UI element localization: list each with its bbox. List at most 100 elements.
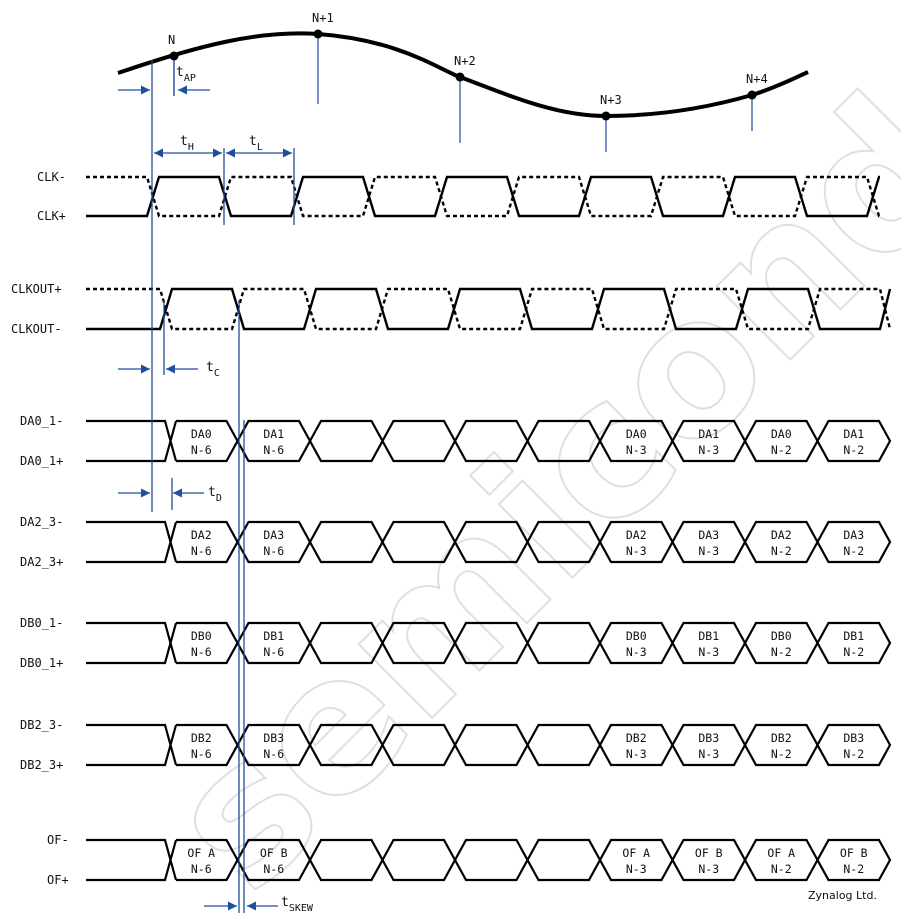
sample-point xyxy=(601,111,611,121)
tskew-label: tSKEW xyxy=(281,895,314,913)
bus-cell-sample: N-2 xyxy=(771,443,792,457)
bus-cell-name: DB1 xyxy=(263,629,284,643)
bus-cell-sample: N-3 xyxy=(626,645,647,659)
bus-cell-name: DA2 xyxy=(626,528,647,542)
bus-cell-sample: N-3 xyxy=(698,544,719,558)
bus-cell-outline xyxy=(381,419,457,463)
of-bottom-label: OF+ xyxy=(47,873,69,887)
tc-label: tC xyxy=(206,360,220,379)
bus-entry-edge xyxy=(86,420,178,463)
bus-cell-outline xyxy=(816,621,892,665)
bus-cell-outline xyxy=(526,723,602,767)
bus-cell-sample: N-3 xyxy=(698,443,719,457)
td-label: tD xyxy=(208,485,222,504)
bus-cell-name: OF B xyxy=(840,846,868,860)
sample-point xyxy=(455,72,465,82)
th-label: tH xyxy=(180,134,194,153)
bus-cell-name: DA1 xyxy=(698,427,719,441)
bus-cell-sample: N-2 xyxy=(843,645,864,659)
bus-cell-name: DB3 xyxy=(698,731,719,745)
clock-clkout: CLKOUT+ CLKOUT- xyxy=(11,282,892,336)
bus-cell-sample: N-6 xyxy=(263,544,284,558)
bus-cell-sample: N-3 xyxy=(626,747,647,761)
sample-label: N+1 xyxy=(312,11,334,25)
bus-cell-sample: N-6 xyxy=(191,645,212,659)
bus-da2_3: DA2_3- DA2_3+ DA2 N-6 DA3 N-6 DA2 N-3 DA3 N-3 DA2 N… xyxy=(20,515,892,569)
bus-cell-name: DB2 xyxy=(626,731,647,745)
db2_3-bottom-label: DB2_3+ xyxy=(20,758,63,772)
bus-entry-edge xyxy=(86,724,178,767)
bus-cell-outline xyxy=(381,838,457,882)
sample-label: N+4 xyxy=(746,72,768,86)
analog-input-waveform: N N+1 N+2 N+3 N+4 xyxy=(117,11,809,152)
bus-cell-sample: N-6 xyxy=(191,544,212,558)
of-top-label: OF- xyxy=(47,833,69,847)
sample-label: N+3 xyxy=(600,93,622,107)
bus-cell-name: OF A xyxy=(767,846,795,860)
bus-cell-sample: N-3 xyxy=(698,862,719,876)
bus-cell-name: DB1 xyxy=(843,629,864,643)
bus-cell-outline xyxy=(526,838,602,882)
bus-cell-sample: N-2 xyxy=(771,645,792,659)
bus-cell-sample: N-3 xyxy=(698,645,719,659)
da0_1-bottom-label: DA0_1+ xyxy=(20,454,63,468)
bus-entry-edge xyxy=(86,521,178,564)
bus-cell-name: DA0 xyxy=(626,427,647,441)
analog-curve xyxy=(117,31,809,119)
bus-cell-sample: N-6 xyxy=(263,645,284,659)
timing-annotations: tAP tH tL tC tD tSKEW xyxy=(118,60,314,913)
bus-entry-edge xyxy=(86,723,178,766)
bus-cell-name: DB3 xyxy=(263,731,284,745)
clkout-minus-label: CLKOUT+ xyxy=(11,282,62,296)
bus-cell-name: DA2 xyxy=(191,528,212,542)
bus-cell-sample: N-2 xyxy=(843,862,864,876)
db2_3-top-label: DB2_3- xyxy=(20,718,63,732)
bus-cell-sample: N-2 xyxy=(843,544,864,558)
bus-cell-sample: N-6 xyxy=(191,443,212,457)
clock-true-trace xyxy=(86,287,892,331)
clkout-plus-label: CLKOUT- xyxy=(11,322,62,336)
bus-cell-sample: N-2 xyxy=(771,544,792,558)
bus-cell-outline xyxy=(816,723,892,767)
bus-cell-name: OF B xyxy=(695,846,723,860)
da2_3-top-label: DA2_3- xyxy=(20,515,63,529)
bus-cell-name: DA0 xyxy=(191,427,212,441)
bus-entry-edge xyxy=(86,838,178,881)
bus-db0_1: DB0_1- DB0_1+ DB0 N-6 DB1 N-6 DB0 N-3 DB1 N-3 DB0 N… xyxy=(20,616,892,670)
bus-cell-name: DB2 xyxy=(191,731,212,745)
bus-cell-name: DB3 xyxy=(843,731,864,745)
bus-cell-name: DB0 xyxy=(191,629,212,643)
bus-db2_3: DB2_3- DB2_3+ DB2 N-6 DB3 N-6 DB2 N-3 DB3 N-3 DB2 N… xyxy=(20,718,892,772)
bus-cell-outline xyxy=(453,838,529,882)
bus-cell-sample: N-6 xyxy=(191,747,212,761)
bus-entry-edge xyxy=(86,622,178,665)
bus-cell-name: DB0 xyxy=(771,629,792,643)
bus-entry-edge xyxy=(86,621,178,664)
db0_1-top-label: DB0_1- xyxy=(20,616,63,630)
bus-cell-name: DA2 xyxy=(771,528,792,542)
bus-cell-sample: N-3 xyxy=(626,862,647,876)
bus-cell-outline xyxy=(308,419,384,463)
bus-cell-outline xyxy=(816,419,892,463)
clk-minus-label: CLK- xyxy=(37,170,66,184)
bus-cell-sample: N-2 xyxy=(771,862,792,876)
sample-point xyxy=(747,90,757,100)
credit-text: Zynalog Ltd. xyxy=(808,889,877,902)
clock-clk: CLK- CLK+ xyxy=(37,170,881,223)
bus-cell-name: DB0 xyxy=(626,629,647,643)
sample-label: N+2 xyxy=(454,54,476,68)
db0_1-bottom-label: DB0_1+ xyxy=(20,656,63,670)
bus-cell-sample: N-3 xyxy=(626,544,647,558)
clock-complement-trace xyxy=(86,175,881,218)
bus-cell-sample: N-3 xyxy=(698,747,719,761)
tl-label: tL xyxy=(249,134,263,153)
bus-cell-name: DA3 xyxy=(263,528,284,542)
bus-cell-name: OF B xyxy=(260,846,288,860)
bus-cell-name: DB2 xyxy=(771,731,792,745)
clock-complement-trace xyxy=(86,287,892,331)
bus-cell-sample: N-3 xyxy=(626,443,647,457)
bus-entry-edge xyxy=(86,520,178,563)
bus-cell-outline xyxy=(816,838,892,882)
sample-point xyxy=(169,51,179,61)
bus-entry-edge xyxy=(86,419,178,462)
